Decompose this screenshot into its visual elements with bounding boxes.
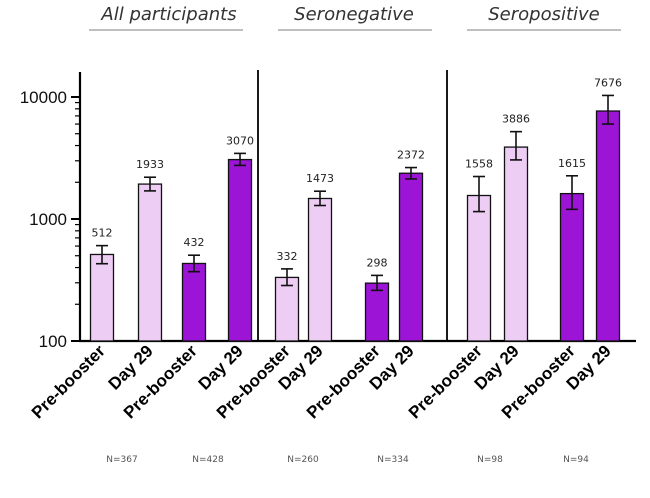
n-label: N=334 [377, 455, 409, 465]
n-label: N=428 [192, 455, 224, 465]
n-label: N=260 [287, 455, 319, 465]
panel-title: All participants [100, 4, 236, 25]
category-label: Pre-booster [28, 341, 109, 422]
bar [364, 282, 390, 342]
n-label: N=367 [106, 455, 137, 465]
y-tick-label: 100 [39, 332, 67, 351]
bar-value-label: 1473 [306, 172, 334, 185]
bar [89, 253, 115, 342]
bar-value-label: 3070 [226, 134, 254, 147]
bar [181, 262, 207, 342]
bar-value-label: 3886 [502, 113, 530, 126]
bar-value-label: 1558 [465, 158, 493, 171]
bar [227, 158, 253, 342]
bar-value-label: 1615 [558, 157, 586, 170]
bar-value-label: 432 [184, 236, 205, 249]
n-label: N=98 [477, 455, 503, 465]
bar-value-label: 1933 [136, 158, 164, 171]
bar [503, 146, 529, 342]
panel-title: Seropositive [488, 4, 600, 25]
bar [595, 110, 621, 342]
axes: 100 1000 10000 [20, 70, 636, 351]
bar-value-label: 332 [277, 250, 298, 263]
bars [89, 94, 621, 342]
bar [559, 192, 585, 342]
bar [137, 183, 163, 342]
y-tick-label: 1000 [29, 210, 67, 229]
bar [274, 276, 300, 342]
bar [398, 172, 424, 342]
bar-value-label: 7676 [594, 76, 622, 89]
bar-value-label: 2372 [397, 149, 425, 162]
panel-title: Seronegative [294, 4, 414, 25]
panel-titles: All participants Seronegative Seropositive [89, 4, 621, 31]
n-label: N=94 [563, 455, 589, 465]
bar-value-label: 298 [367, 256, 388, 269]
bar-value-label: 512 [92, 227, 113, 240]
y-tick-label: 10000 [20, 88, 67, 107]
bar [466, 194, 492, 342]
bar [307, 197, 333, 342]
